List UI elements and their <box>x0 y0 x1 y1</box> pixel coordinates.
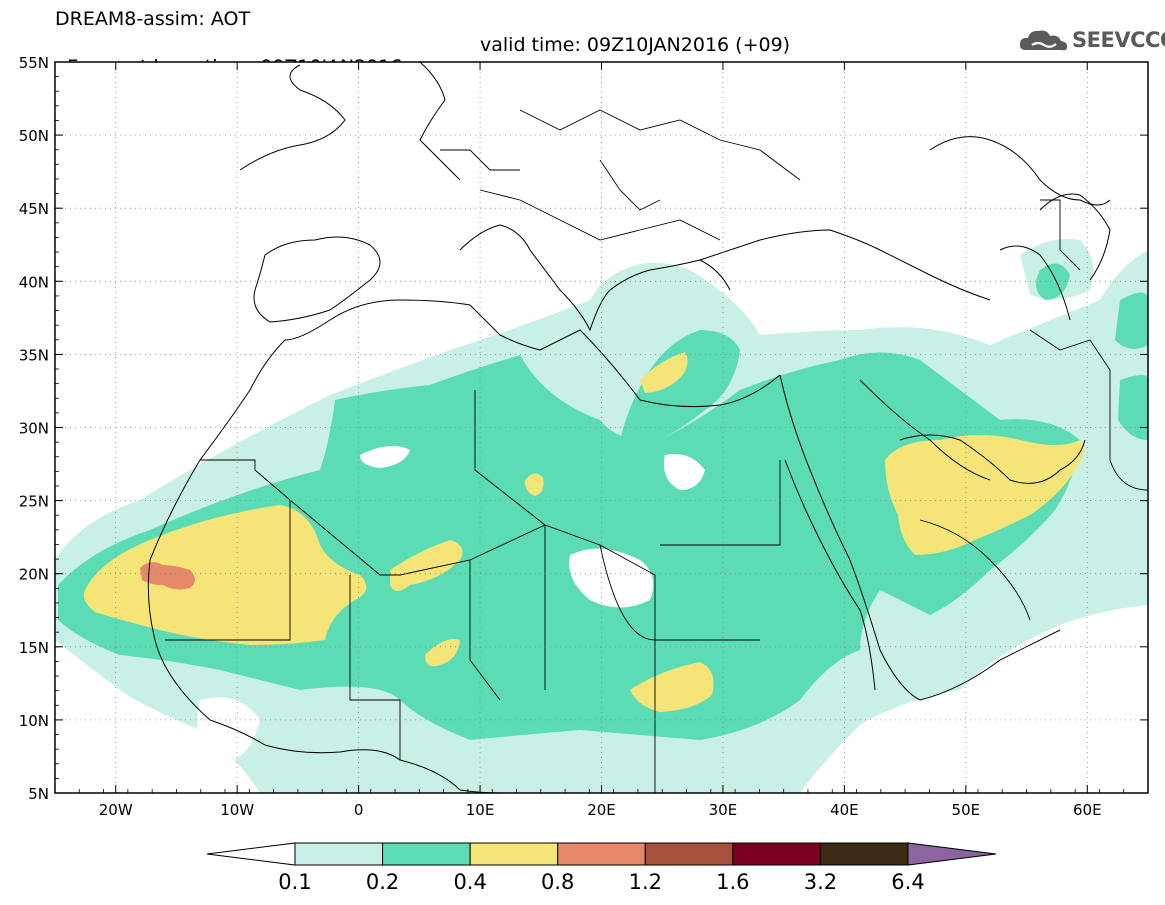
lat-label: 50N <box>19 127 49 145</box>
map-canvas <box>55 62 1148 793</box>
latitude-axis: 55N 50N 45N 40N 35N 30N 25N 20N 15N 10N 5N <box>19 54 1148 803</box>
lon-label: 0 <box>354 801 364 819</box>
colorbar-segment <box>294 842 384 866</box>
aot-shading-0.4 <box>83 352 1084 712</box>
colorbar-label: 1.2 <box>628 870 662 894</box>
lat-label: 35N <box>19 346 49 364</box>
coastlines <box>147 62 1111 793</box>
lon-label: 10W <box>220 801 254 819</box>
colorbar-label: 0.1 <box>278 870 312 894</box>
lat-label: 25N <box>19 493 49 511</box>
lat-label: 20N <box>19 566 49 584</box>
aot-shading-0.2 <box>58 263 1148 740</box>
lon-label: 60E <box>1073 801 1102 819</box>
colorbar-segment <box>819 842 909 866</box>
colorbar-label: 0.4 <box>453 870 487 894</box>
colorbar <box>206 842 997 866</box>
lon-label: 40E <box>830 801 859 819</box>
lat-lon-grid <box>55 62 1148 793</box>
colorbar-label: 0.8 <box>541 870 575 894</box>
lat-label: 30N <box>19 420 49 438</box>
lon-label: 20E <box>587 801 616 819</box>
seevccc-logo: SEEVCCC <box>1018 26 1165 54</box>
colorbar-segment <box>557 842 646 866</box>
colorbar-segment <box>469 842 559 866</box>
lon-label: 50E <box>952 801 981 819</box>
lon-label: 20W <box>99 801 133 819</box>
logo-text: SEEVCCC <box>1072 28 1165 52</box>
lat-label: 40N <box>19 273 49 291</box>
lat-label: 45N <box>19 200 49 218</box>
aot-shading-low <box>197 446 705 765</box>
aot-shading-0.8 <box>140 562 195 590</box>
lon-label: 30E <box>709 801 738 819</box>
cloud-icon <box>1019 30 1068 51</box>
lat-label: 10N <box>19 712 49 730</box>
borders <box>165 109 1148 793</box>
colorbar-label: 3.2 <box>803 870 838 894</box>
colorbar-segment <box>644 842 734 866</box>
colorbar-label: 1.6 <box>716 870 750 894</box>
longitude-axis: 20W 10W 0 10E 20E 30E 40E 50E 60E <box>54 62 1149 819</box>
colorbar-segment <box>732 842 821 866</box>
colorbar-underflow <box>206 842 296 866</box>
lat-label: 5N <box>28 785 49 803</box>
colorbar-label: 6.4 <box>891 870 925 894</box>
lat-label: 55N <box>19 54 49 72</box>
valid-time: valid time: 09Z10JAN2016 (+09) <box>480 34 791 56</box>
colorbar-label: 0.2 <box>365 870 400 894</box>
map-title: DREAM8-assim: AOT <box>55 8 251 30</box>
lat-label: 15N <box>19 639 49 657</box>
colorbar-overflow <box>907 842 997 866</box>
colorbar-segment <box>382 842 471 866</box>
lon-label: 10E <box>466 801 495 819</box>
